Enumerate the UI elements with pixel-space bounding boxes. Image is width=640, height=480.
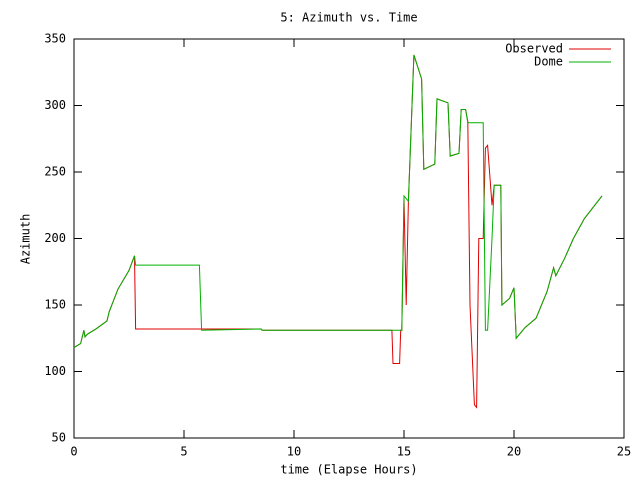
- y-axis-label: Azimuth: [19, 214, 33, 265]
- x-tick-label: 10: [287, 445, 301, 459]
- legend-label: Dome: [534, 55, 563, 69]
- chart-title: 5: Azimuth vs. Time: [280, 11, 417, 25]
- y-tick-label: 200: [44, 231, 66, 245]
- y-tick-label: 50: [52, 431, 66, 445]
- x-tick-label: 20: [507, 445, 521, 459]
- data-line: [73, 54, 603, 348]
- x-tick-label: 25: [617, 445, 631, 459]
- x-tick-label: 15: [397, 445, 411, 459]
- x-tick-label: 5: [180, 445, 187, 459]
- legend-label: Observed: [505, 42, 563, 56]
- y-tick-label: 300: [44, 98, 66, 112]
- y-tick-label: 250: [44, 165, 66, 179]
- y-tick-label: 350: [44, 32, 66, 46]
- y-tick-label: 100: [44, 364, 66, 378]
- x-tick-label: 0: [70, 445, 77, 459]
- x-axis-label: time (Elapse Hours): [280, 463, 417, 477]
- y-tick-label: 150: [44, 298, 66, 312]
